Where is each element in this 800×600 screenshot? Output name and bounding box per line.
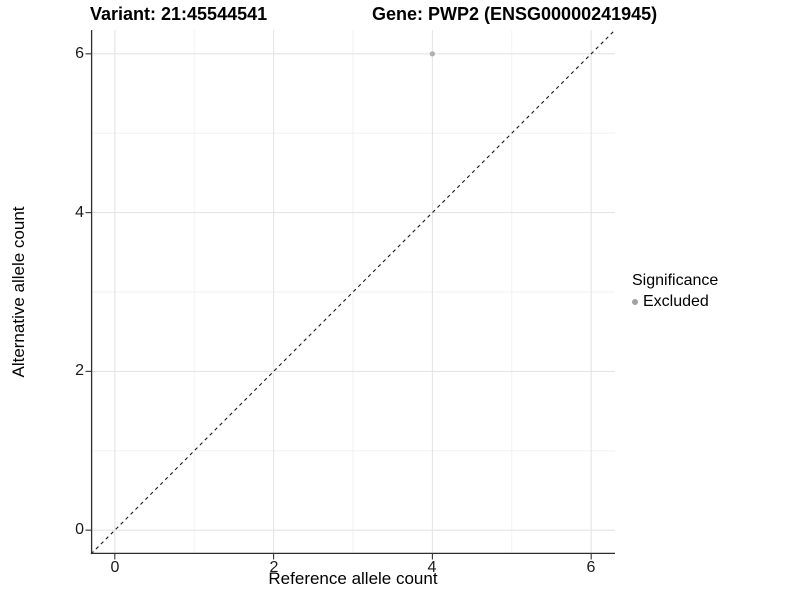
- x-tick-label-4: 4: [427, 559, 437, 576]
- excluded-point-icon: [632, 299, 638, 305]
- x-tick-label-0: 0: [110, 559, 120, 576]
- x-axis-title: Reference allele count: [268, 569, 438, 588]
- x-tick-label-6: 6: [586, 559, 596, 576]
- scatter-plot-panel: [85, 29, 616, 560]
- y-axis-title: Alternative allele count: [9, 206, 28, 378]
- data-point-excluded: [429, 51, 435, 57]
- legend-item-excluded: Excluded: [632, 293, 718, 311]
- y-tick-label-0: 0: [75, 521, 84, 538]
- legend: Significance Excluded: [632, 271, 718, 311]
- y-tick-label-2: 2: [75, 362, 84, 379]
- plot-title-gene: Gene: PWP2 (ENSG00000241945): [372, 4, 658, 24]
- plot-title-variant: Variant: 21:45544541: [90, 4, 268, 24]
- x-tick-label-2: 2: [269, 559, 279, 576]
- y-tick-label-4: 4: [75, 204, 84, 221]
- y-tick-label-6: 6: [75, 45, 84, 62]
- legend-title: Significance: [632, 272, 719, 289]
- legend-item-label: Excluded: [643, 293, 709, 310]
